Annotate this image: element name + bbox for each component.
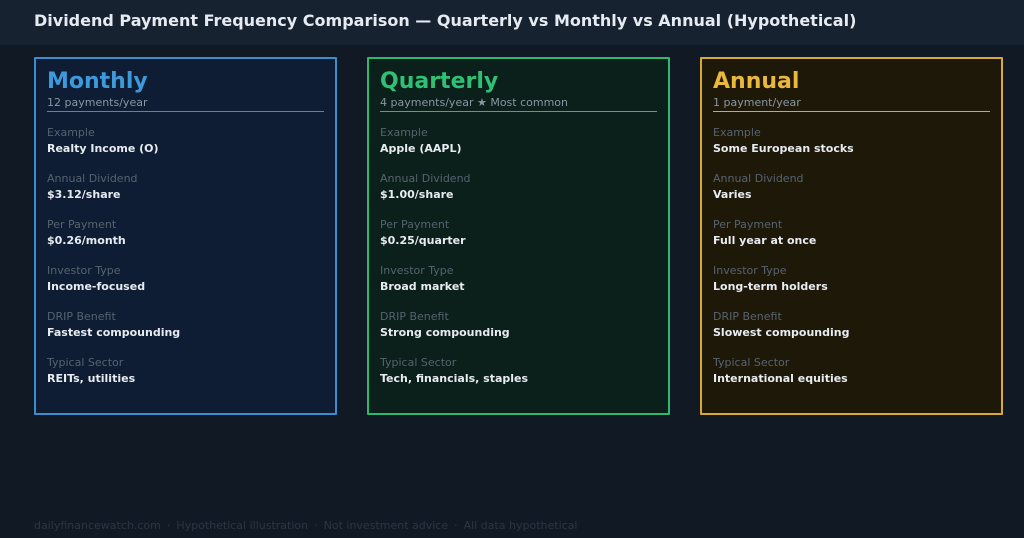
- field-annual-dividend: Annual Dividend Varies: [713, 172, 990, 218]
- field-label: Investor Type: [713, 264, 787, 277]
- card-title: Quarterly: [380, 69, 499, 94]
- field-example: Example Some European stocks: [713, 126, 990, 172]
- field-label: Annual Dividend: [380, 172, 471, 185]
- field-value: Slowest compounding: [713, 326, 850, 339]
- field-annual-dividend: Annual Dividend $3.12/share: [47, 172, 324, 218]
- field-value: Long-term holders: [713, 280, 828, 293]
- page-title: Dividend Payment Frequency Comparison — …: [34, 11, 857, 30]
- title-bar: Dividend Payment Frequency Comparison — …: [0, 0, 1024, 45]
- field-example: Example Realty Income (O): [47, 126, 324, 172]
- field-per-payment: Per Payment $0.26/month: [47, 218, 324, 264]
- field-label: Per Payment: [713, 218, 783, 231]
- field-value: Fastest compounding: [47, 326, 181, 339]
- card-divider: [380, 111, 657, 112]
- field-value: $3.12/share: [47, 188, 121, 201]
- card-monthly: Monthly 12 payments/year Example Realty …: [34, 57, 337, 415]
- field-annual-dividend: Annual Dividend $1.00/share: [380, 172, 657, 218]
- footer-separator: ·: [166, 519, 171, 532]
- card-quarterly: Quarterly 4 payments/year ★ Most common …: [367, 57, 670, 415]
- footer-data-note: All data hypothetical: [463, 519, 578, 532]
- footer-disclaimer: Not investment advice: [323, 519, 449, 532]
- field-label: Typical Sector: [47, 356, 124, 369]
- field-example: Example Apple (AAPL): [380, 126, 657, 172]
- field-value: Income-focused: [47, 280, 146, 293]
- field-per-payment: Per Payment Full year at once: [713, 218, 990, 264]
- card-title: Annual: [713, 69, 800, 94]
- field-label: Per Payment: [47, 218, 117, 231]
- field-value: $0.26/month: [47, 234, 126, 247]
- card-annual: Annual 1 payment/year Example Some Europ…: [700, 57, 1003, 415]
- field-typical-sector: Typical Sector Tech, financials, staples: [380, 356, 657, 402]
- card-subtitle: 1 payment/year: [713, 96, 801, 109]
- field-label: Typical Sector: [713, 356, 790, 369]
- field-typical-sector: Typical Sector REITs, utilities: [47, 356, 324, 402]
- card-title: Monthly: [47, 69, 148, 94]
- field-label: Annual Dividend: [713, 172, 804, 185]
- field-value: $1.00/share: [380, 188, 454, 201]
- field-value: Apple (AAPL): [380, 142, 462, 155]
- field-value: $0.25/quarter: [380, 234, 466, 247]
- field-label: Typical Sector: [380, 356, 457, 369]
- field-drip-benefit: DRIP Benefit Strong compounding: [380, 310, 657, 356]
- field-label: Investor Type: [47, 264, 121, 277]
- field-investor-type: Investor Type Long-term holders: [713, 264, 990, 310]
- field-typical-sector: Typical Sector International equities: [713, 356, 990, 402]
- field-drip-benefit: DRIP Benefit Fastest compounding: [47, 310, 324, 356]
- footer: dailyfinancewatch.com · Hypothetical illus…: [34, 519, 578, 532]
- field-per-payment: Per Payment $0.25/quarter: [380, 218, 657, 264]
- field-value: Realty Income (O): [47, 142, 159, 155]
- card-divider: [47, 111, 324, 112]
- field-value: REITs, utilities: [47, 372, 136, 385]
- field-label: DRIP Benefit: [47, 310, 116, 323]
- field-investor-type: Investor Type Broad market: [380, 264, 657, 310]
- footer-source: dailyfinancewatch.com: [34, 519, 161, 532]
- field-value: Tech, financials, staples: [380, 372, 529, 385]
- footer-note: Hypothetical illustration: [176, 519, 309, 532]
- field-label: Example: [713, 126, 761, 139]
- field-label: DRIP Benefit: [713, 310, 782, 323]
- footer-separator: ·: [314, 519, 318, 532]
- field-value: Full year at once: [713, 234, 817, 247]
- field-label: Per Payment: [380, 218, 450, 231]
- footer-separator: ·: [454, 519, 458, 532]
- card-divider: [713, 111, 990, 112]
- field-value: Strong compounding: [380, 326, 510, 339]
- field-label: Example: [47, 126, 95, 139]
- field-value: Varies: [713, 188, 752, 201]
- field-label: Annual Dividend: [47, 172, 138, 185]
- field-label: Example: [380, 126, 428, 139]
- field-drip-benefit: DRIP Benefit Slowest compounding: [713, 310, 990, 356]
- field-value: Broad market: [380, 280, 465, 293]
- card-subtitle: 12 payments/year: [47, 96, 148, 109]
- field-value: Some European stocks: [713, 142, 854, 155]
- field-label: DRIP Benefit: [380, 310, 449, 323]
- field-label: Investor Type: [380, 264, 454, 277]
- field-value: International equities: [713, 372, 848, 385]
- field-investor-type: Investor Type Income-focused: [47, 264, 324, 310]
- card-subtitle: 4 payments/year ★ Most common: [380, 96, 568, 109]
